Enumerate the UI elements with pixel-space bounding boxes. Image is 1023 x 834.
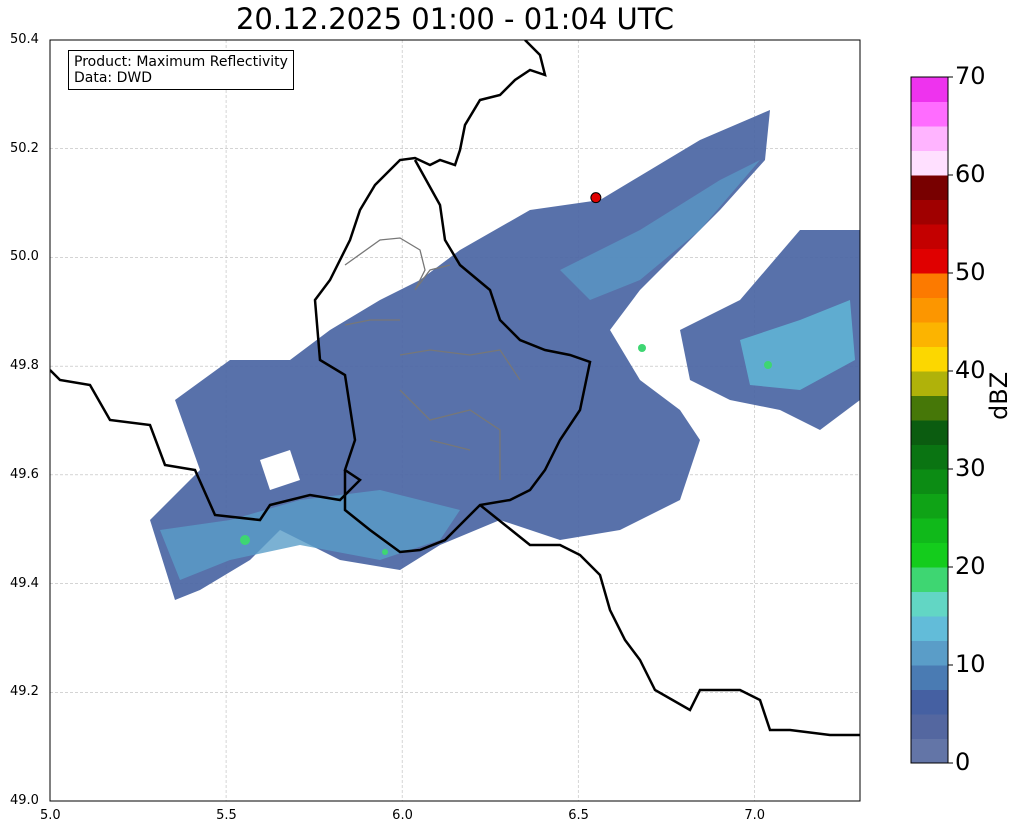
colorbar-segment — [911, 689, 948, 715]
chart-title: 20.12.2025 01:00 - 01:04 UTC — [235, 2, 675, 36]
colorbar-segment — [911, 591, 948, 617]
country-border — [50, 40, 547, 522]
colorbar-segment — [911, 322, 948, 347]
x-tick-label: 5.5 — [216, 808, 237, 823]
colorbar-segment — [911, 640, 948, 666]
colorbar-segment — [911, 518, 948, 543]
y-tick-label: 50.0 — [10, 249, 39, 265]
location-marker — [590, 192, 602, 204]
y-tick-label: 49.2 — [10, 684, 39, 700]
colorbar-segment — [911, 297, 948, 323]
colorbar-segment — [911, 738, 948, 764]
legend-product: Product: Maximum Reflectivity — [74, 54, 288, 70]
colorbar-tick-label: 50 — [955, 258, 986, 286]
y-tick-label: 49.6 — [10, 466, 39, 482]
colorbar-frame — [910, 76, 949, 764]
country-border — [343, 159, 592, 554]
colorbar-tick-label: 40 — [955, 356, 986, 384]
y-tick-label: 50.2 — [10, 140, 39, 156]
radar-echoes — [150, 110, 860, 600]
colorbar-tick-label: 20 — [955, 552, 986, 580]
y-tick-label: 49.0 — [10, 793, 39, 808]
x-tick-label: 7.0 — [744, 808, 766, 823]
state-border — [344, 237, 521, 480]
colorbar-segment — [911, 444, 948, 470]
colorbar-segment — [911, 714, 948, 739]
colorbar-segment — [911, 175, 948, 200]
colorbar-segment — [911, 395, 948, 421]
echo-ne-band — [560, 160, 760, 300]
colorbar-tick-label: 60 — [955, 160, 986, 188]
colorbar-segment — [911, 665, 948, 690]
colorbar-segment — [911, 126, 948, 151]
colorbar-segment — [911, 420, 948, 445]
colorbar-segment — [911, 224, 948, 249]
colorbar-segment — [911, 371, 948, 396]
echo-main — [150, 110, 770, 600]
colorbar-segment — [911, 616, 948, 641]
x-tick-label: 5.0 — [40, 808, 61, 823]
y-tick-label: 50.4 — [10, 32, 39, 47]
colorbar-segment — [911, 567, 948, 592]
country-border — [479, 504, 860, 737]
plot-frame — [49, 39, 861, 802]
y-tick-label: 49.8 — [10, 358, 39, 374]
x-tick-label: 6.0 — [392, 808, 413, 823]
colorbar-label: dBZ — [985, 371, 1013, 420]
y-tick-label: 49.4 — [10, 575, 39, 591]
colorbar-segment — [911, 248, 948, 274]
colorbar-tick-label: 30 — [955, 454, 986, 482]
colorbar-segment — [911, 493, 948, 519]
colorbar-tick-label: 0 — [955, 748, 971, 776]
legend-box: Product: Maximum Reflectivity Data: DWD — [68, 50, 294, 90]
colorbar-tick-label: 70 — [955, 62, 986, 90]
colorbar-tick-label: 10 — [955, 650, 986, 678]
colorbar-segment — [911, 101, 948, 127]
colorbar — [910, 76, 953, 764]
colorbar-segment — [911, 150, 948, 176]
colorbar-segment — [911, 542, 948, 568]
colorbar-segment — [911, 469, 948, 494]
colorbar-segment — [911, 199, 948, 225]
colorbar-segment — [911, 77, 948, 102]
colorbar-segment — [911, 346, 948, 372]
x-tick-label: 6.5 — [568, 808, 589, 823]
colorbar-segment — [911, 273, 948, 298]
echo-stripe — [160, 490, 460, 580]
legend-data-source: Data: DWD — [74, 70, 152, 86]
borders — [50, 40, 860, 737]
